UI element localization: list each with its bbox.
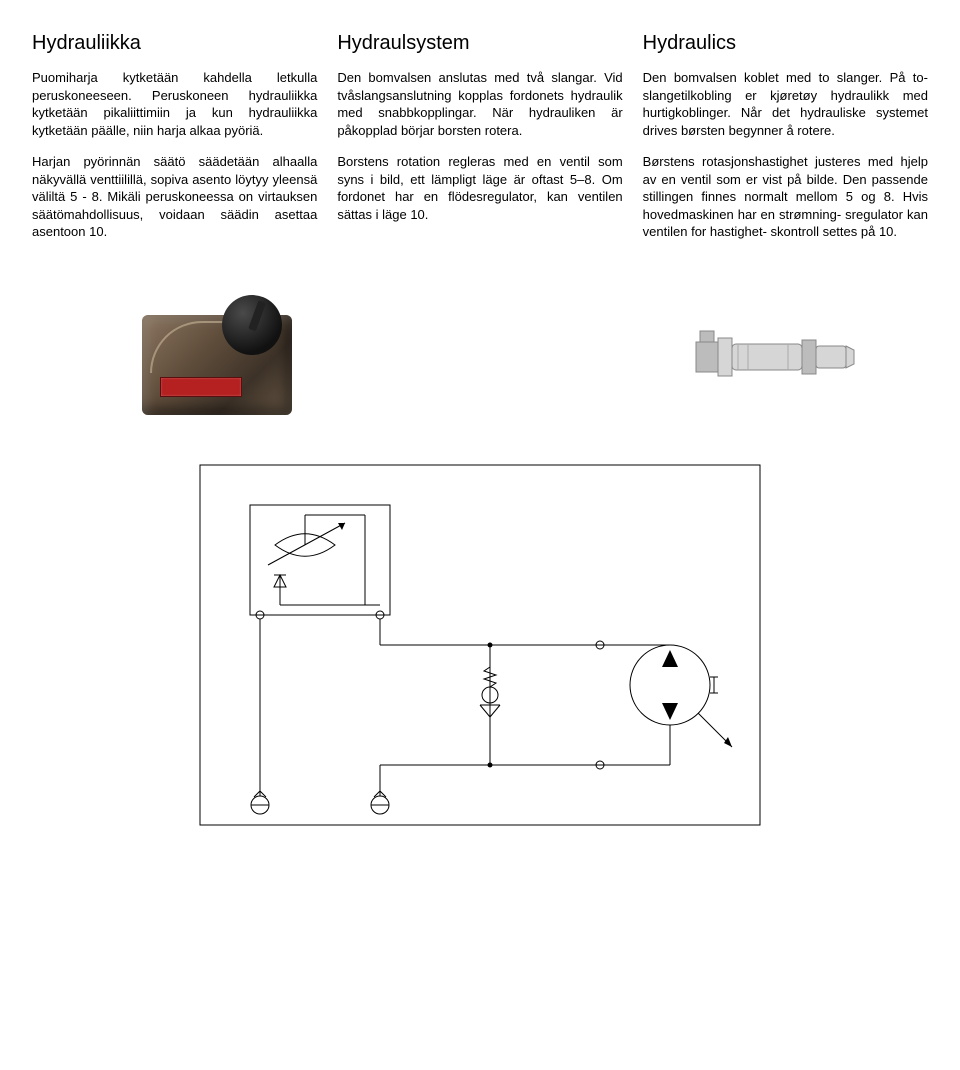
para-fi-1: Puomiharja kytketään kahdella letkulla p… — [32, 69, 317, 139]
heading-sv: Hydraulsystem — [337, 32, 622, 55]
para-sv-1: Den bomvalsen anslutas med två slangar. … — [337, 69, 622, 139]
heading-fi: Hydrauliikka — [32, 32, 317, 55]
column-fi: Hydrauliikka Puomiharja kytketään kahdel… — [32, 32, 317, 255]
valve-label — [160, 377, 242, 397]
valve-dial — [222, 295, 282, 355]
para-sv-2: Borstens rotation regleras med en ventil… — [337, 153, 622, 223]
images-row — [32, 285, 928, 435]
para-no-2: Børstens rotasjonshastighet justeres med… — [643, 153, 928, 241]
text-columns: Hydrauliikka Puomiharja kytketään kahdel… — [32, 32, 928, 255]
valve-photo — [122, 285, 322, 435]
column-no: Hydraulics Den bomvalsen koblet med to s… — [643, 32, 928, 255]
para-no-1: Den bomvalsen koblet med to slanger. På … — [643, 69, 928, 139]
para-fi-2: Harjan pyörinnän säätö säädetään alhaall… — [32, 153, 317, 241]
hydraulic-schematic — [32, 445, 928, 845]
quick-connector-drawing — [688, 322, 858, 397]
heading-no: Hydraulics — [643, 32, 928, 55]
column-sv: Hydraulsystem Den bomvalsen anslutas med… — [337, 32, 622, 255]
